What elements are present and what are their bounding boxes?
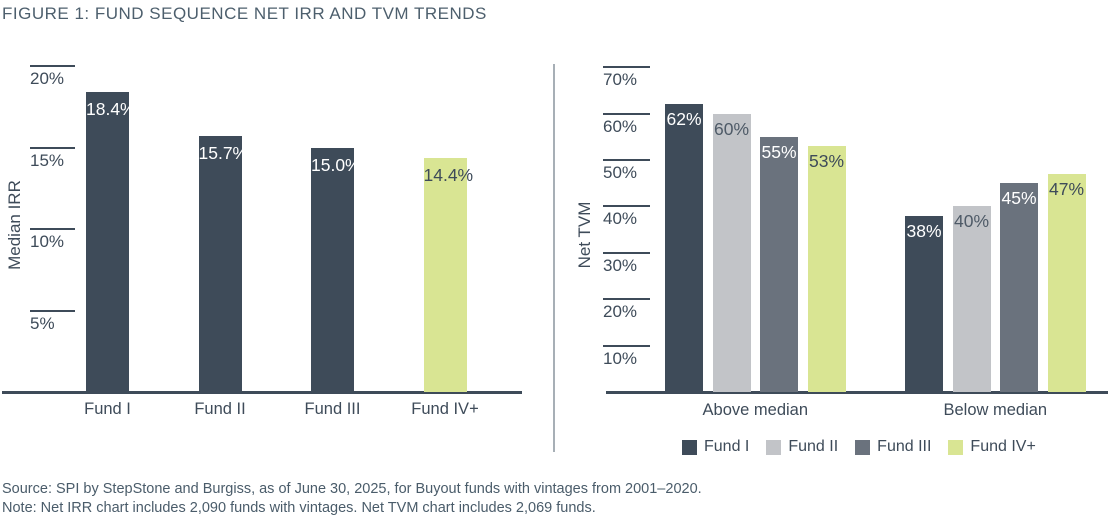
tvm-bar-value: 60% bbox=[713, 118, 750, 139]
tvm-bar: 38% bbox=[905, 215, 943, 392]
legend-swatch bbox=[766, 439, 782, 455]
tvm-ytick-label: 20% bbox=[603, 302, 638, 322]
tvm-ytick-label: 30% bbox=[603, 255, 638, 275]
legend-label: Fund I bbox=[704, 438, 750, 455]
tvm-ytick-line bbox=[603, 298, 650, 301]
irr-bar-value: 15.7% bbox=[198, 143, 249, 164]
irr-category-label: Fund IV+ bbox=[411, 400, 479, 418]
tvm-ytick-line bbox=[603, 344, 650, 347]
legend-swatch bbox=[682, 439, 697, 455]
median-irr-ylabel: Median IRR bbox=[5, 180, 24, 270]
tvm-bar-value: 38% bbox=[906, 220, 942, 241]
legend-swatch bbox=[855, 439, 871, 455]
irr-ytick-label: 5% bbox=[30, 313, 55, 333]
irr-category-label: Fund II bbox=[194, 400, 246, 418]
tvm-bar-value: 55% bbox=[761, 141, 797, 162]
legend: Fund I Fund II Fund III Fund IV+ bbox=[682, 438, 1036, 456]
tvm-ytick-label: 40% bbox=[603, 209, 638, 229]
tvm-bar-value: 62% bbox=[666, 109, 702, 130]
legend-item: Fund III bbox=[855, 438, 931, 456]
irr-ytick-label: 20% bbox=[30, 69, 65, 89]
source-text: Source: SPI by StepStone and Burgiss, as… bbox=[2, 481, 702, 497]
tvm-ytick-label: 50% bbox=[603, 163, 638, 182]
irr-bar-value: 18.4% bbox=[86, 99, 136, 120]
tvm-bar-value: 40% bbox=[953, 211, 990, 232]
irr-bar: 18.4% bbox=[86, 92, 136, 392]
tvm-ytick-line bbox=[603, 66, 650, 69]
tvm-ytick-line bbox=[603, 159, 650, 161]
tvm-bar-value: 47% bbox=[1048, 178, 1085, 199]
net-tvm-ylabel: Net TVM bbox=[575, 201, 594, 269]
tvm-bar: 40% bbox=[952, 206, 991, 392]
irr-ytick-line bbox=[30, 146, 75, 149]
tvm-bar: 53% bbox=[807, 146, 846, 392]
irr-bar: 15.0% bbox=[311, 147, 361, 392]
tvm-bar-value: 45% bbox=[1001, 188, 1037, 209]
tvm-bar: 47% bbox=[1047, 173, 1086, 392]
tvm-ytick-label: 60% bbox=[603, 116, 638, 136]
irr-category-label: Fund I bbox=[84, 400, 131, 418]
legend-label: Fund IV+ bbox=[970, 438, 1036, 455]
legend-item: Fund IV+ bbox=[948, 438, 1036, 456]
irr-x-axis bbox=[2, 391, 522, 394]
tvm-group-label: Above median bbox=[702, 401, 809, 419]
footer: Source: SPI by StepStone and Burgiss, as… bbox=[2, 480, 702, 517]
tvm-ytick-label: 70% bbox=[603, 70, 638, 90]
irr-bar: 15.7% bbox=[198, 136, 249, 392]
irr-bar-value: 15.0% bbox=[311, 154, 361, 175]
note-text: Note: Net IRR chart includes 2,090 funds… bbox=[2, 499, 596, 516]
legend-swatch bbox=[948, 439, 964, 455]
tvm-ytick-line bbox=[603, 205, 650, 208]
tvm-ytick-line bbox=[603, 251, 650, 254]
chart-divider bbox=[553, 64, 555, 452]
figure-title: FIGURE 1: FUND SEQUENCE NET IRR AND TVM … bbox=[2, 4, 487, 23]
tvm-x-axis bbox=[606, 391, 1108, 394]
tvm-bar: 60% bbox=[712, 113, 751, 392]
legend-item: Fund I bbox=[682, 438, 749, 456]
irr-ytick-line bbox=[30, 309, 75, 312]
tvm-bar: 55% bbox=[760, 136, 798, 392]
legend-label: Fund III bbox=[877, 438, 932, 455]
legend-item: Fund II bbox=[766, 438, 838, 456]
tvm-ytick-label: 10% bbox=[603, 348, 638, 368]
irr-category-label: Fund III bbox=[304, 400, 361, 418]
irr-bar: 14.4% bbox=[423, 157, 474, 392]
irr-ytick-line bbox=[30, 65, 75, 68]
legend-label: Fund II bbox=[788, 438, 839, 455]
tvm-group-label: Below median bbox=[943, 401, 1048, 419]
irr-ytick-label: 15% bbox=[30, 150, 65, 170]
tvm-bar: 45% bbox=[1000, 183, 1038, 392]
tvm-ytick-line bbox=[603, 112, 650, 115]
irr-ytick-line bbox=[30, 228, 75, 231]
irr-bar-value: 14.4% bbox=[423, 164, 474, 185]
tvm-bar: 62% bbox=[665, 104, 703, 392]
tvm-bar-value: 53% bbox=[808, 151, 845, 172]
irr-ytick-label: 10% bbox=[30, 232, 65, 252]
